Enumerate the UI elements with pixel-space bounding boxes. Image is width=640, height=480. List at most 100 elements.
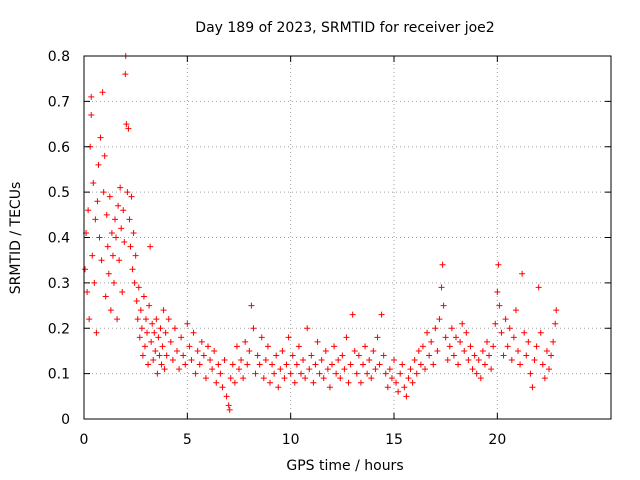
data-point <box>113 234 120 241</box>
data-point <box>397 370 404 377</box>
y-tick-labels: 0 0.1 0.2 0.3 0.4 0.5 0.6 0.7 0.8 <box>48 49 70 428</box>
data-point <box>258 334 265 341</box>
data-point <box>198 338 205 345</box>
data-points <box>82 53 560 413</box>
data-point <box>167 338 174 345</box>
data-point <box>469 366 476 373</box>
data-point <box>141 343 148 350</box>
data-point <box>481 361 488 368</box>
data-point <box>127 243 134 250</box>
data-point <box>190 329 197 336</box>
data-point <box>393 379 400 386</box>
data-point <box>131 279 138 286</box>
y-tick-label: 0 <box>61 412 70 428</box>
data-point <box>134 316 141 323</box>
data-point <box>428 338 435 345</box>
data-point <box>165 316 172 323</box>
data-point <box>459 320 466 327</box>
data-point <box>438 284 445 291</box>
data-point <box>225 402 232 409</box>
data-point <box>269 361 276 368</box>
data-point <box>152 347 159 354</box>
data-point <box>129 266 136 273</box>
data-point <box>106 193 113 200</box>
data-point <box>178 334 185 341</box>
y-tick-label: 0.4 <box>48 231 70 247</box>
data-point <box>148 338 155 345</box>
data-point <box>535 284 542 291</box>
data-point <box>484 338 490 345</box>
data-point <box>138 325 145 332</box>
data-point <box>529 384 536 391</box>
data-point <box>114 316 121 323</box>
x-tick-label: 0 <box>80 432 89 448</box>
y-tick-label: 0.2 <box>48 321 70 337</box>
data-point <box>335 357 342 364</box>
data-point <box>525 338 532 345</box>
data-point <box>159 343 166 350</box>
data-point <box>539 361 546 368</box>
data-point <box>223 393 230 400</box>
data-point <box>353 370 360 377</box>
data-point <box>215 361 222 368</box>
data-point <box>304 325 311 332</box>
data-point <box>490 343 497 350</box>
data-point <box>300 357 307 364</box>
data-point <box>298 370 304 377</box>
data-point <box>345 379 352 386</box>
data-point <box>132 252 139 259</box>
data-point <box>176 366 183 373</box>
data-point <box>231 379 238 386</box>
data-point <box>515 347 521 354</box>
data-point <box>411 357 418 364</box>
data-point <box>213 379 220 386</box>
data-point <box>130 229 137 236</box>
data-point <box>426 352 433 359</box>
data-point <box>399 361 406 368</box>
data-point <box>184 320 191 327</box>
data-point <box>119 288 126 295</box>
data-point <box>103 211 110 218</box>
data-point <box>552 320 559 327</box>
data-point <box>351 347 358 354</box>
data-point <box>308 352 315 359</box>
data-point <box>457 338 464 345</box>
data-point <box>126 216 133 223</box>
data-point <box>519 270 526 277</box>
data-point <box>202 375 209 382</box>
data-point <box>124 189 131 196</box>
data-point <box>110 279 117 286</box>
data-point <box>424 329 431 336</box>
data-point <box>546 366 552 373</box>
data-point <box>386 366 393 373</box>
data-point <box>329 361 335 368</box>
data-point <box>108 229 115 236</box>
data-point <box>219 384 226 391</box>
data-point <box>281 375 288 382</box>
data-point <box>446 343 453 350</box>
data-point <box>240 375 247 382</box>
data-point <box>94 198 101 205</box>
data-point <box>382 370 389 377</box>
data-point <box>291 379 298 386</box>
data-point <box>442 334 449 341</box>
data-point <box>533 343 540 350</box>
y-tick-label: 0.6 <box>48 140 70 156</box>
data-point <box>101 152 108 159</box>
data-point <box>550 338 557 345</box>
data-point <box>139 352 146 359</box>
data-point <box>149 320 156 327</box>
data-point <box>217 370 224 377</box>
data-point <box>271 370 278 377</box>
data-point <box>339 352 346 359</box>
data-point <box>226 406 233 413</box>
data-point <box>444 357 451 364</box>
data-point <box>86 316 93 323</box>
data-point <box>289 352 296 359</box>
data-point <box>543 347 550 354</box>
data-point <box>109 252 116 259</box>
data-point <box>262 357 269 364</box>
data-point <box>496 302 503 309</box>
data-point <box>461 347 468 354</box>
